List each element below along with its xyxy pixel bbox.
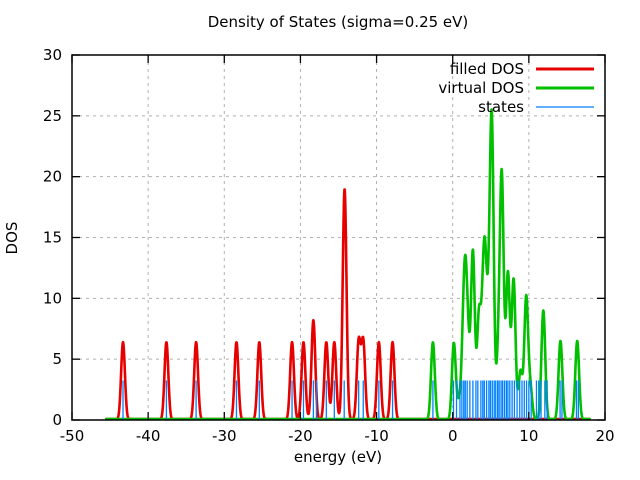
y-tick-label: 20 <box>43 168 62 186</box>
legend: filled DOS virtual DOS states <box>438 60 594 116</box>
legend-entry-virtual-dos: virtual DOS <box>438 79 594 97</box>
x-tick-label: 20 <box>595 427 614 445</box>
x-tick-label: -10 <box>364 427 389 445</box>
legend-label-virtual-dos: virtual DOS <box>438 79 524 97</box>
x-tick-label: -20 <box>288 427 313 445</box>
virtual-DOS-curve <box>104 108 591 421</box>
legend-entry-states: states <box>478 98 594 116</box>
legend-label-states: states <box>478 98 524 116</box>
y-tick-label: 5 <box>52 350 62 368</box>
legend-label-filled-dos: filled DOS <box>450 60 524 78</box>
chart-title: Density of States (sigma=0.25 eV) <box>208 13 469 31</box>
x-axis-label: energy (eV) <box>294 448 382 466</box>
y-tick-label: 0 <box>52 411 62 429</box>
x-tick-label: 0 <box>448 427 458 445</box>
x-tick-label: 10 <box>519 427 538 445</box>
legend-entry-filled-dos: filled DOS <box>450 60 594 78</box>
x-tick-label: -40 <box>136 427 161 445</box>
y-tick-label: 15 <box>43 229 62 247</box>
grid-layer <box>72 55 605 420</box>
x-tick-label: -30 <box>212 427 237 445</box>
y-tick-label: 25 <box>43 107 62 125</box>
y-tick-label: 30 <box>43 46 62 64</box>
curve-layer <box>104 108 591 421</box>
x-tick-label: -50 <box>60 427 85 445</box>
y-tick-label: 10 <box>43 289 62 307</box>
tick-layer <box>71 54 606 421</box>
tick-label-layer: -50 -40 -30 -20 -10 0 10 20 0 5 10 15 20 25 30 <box>43 46 615 445</box>
y-axis-label: DOS <box>3 222 21 255</box>
